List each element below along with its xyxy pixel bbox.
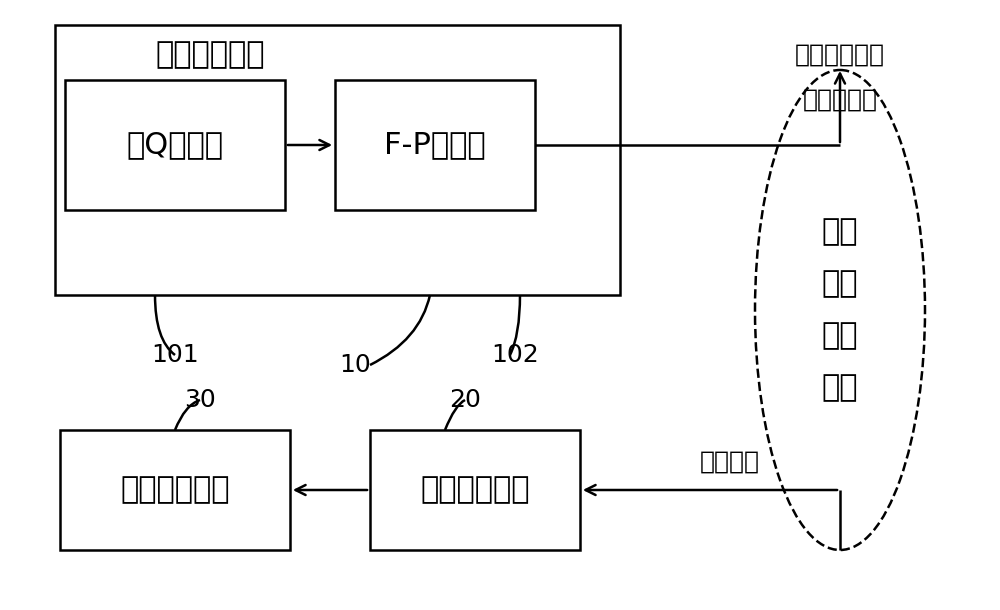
Text: 信号处理终端: 信号处理终端 (120, 476, 230, 504)
Bar (55, 25, 620, 295)
Bar (370, 430, 580, 550)
Text: 10: 10 (339, 353, 371, 377)
Text: 调Q激光器: 调Q激光器 (126, 131, 224, 159)
Text: 102: 102 (491, 343, 539, 367)
Bar (65, 80, 285, 210)
Text: 目标: 目标 (822, 373, 858, 403)
Text: 介质: 介质 (822, 270, 858, 298)
Text: 中的: 中的 (822, 321, 858, 351)
Text: 回波信号: 回波信号 (700, 450, 760, 474)
Text: 30: 30 (184, 388, 216, 412)
Text: 高能量激光器: 高能量激光器 (155, 40, 265, 70)
Text: 高能量、高频: 高能量、高频 (795, 43, 885, 67)
Bar (335, 80, 535, 210)
Bar (60, 430, 290, 550)
Text: F-P振荡腔: F-P振荡腔 (384, 131, 486, 159)
Text: 20: 20 (449, 388, 481, 412)
Text: 激光脉冲串: 激光脉冲串 (802, 88, 878, 112)
Text: 光学接收系统: 光学接收系统 (420, 476, 530, 504)
Ellipse shape (755, 70, 925, 550)
Text: 水体: 水体 (822, 218, 858, 246)
Text: 101: 101 (151, 343, 199, 367)
